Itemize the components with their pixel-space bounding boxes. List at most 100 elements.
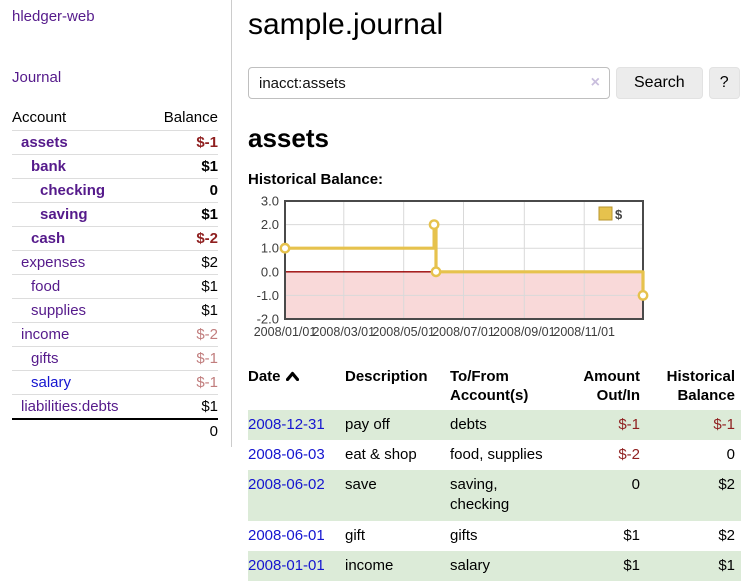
register-header-label: Historical Balance	[666, 368, 735, 404]
account-row: cash $-2	[12, 226, 218, 251]
transaction-date-link[interactable]: 2008-01-01	[248, 556, 325, 574]
account-link-assets[interactable]: assets	[21, 134, 68, 151]
transaction-date-link[interactable]: 2008-06-02	[248, 476, 325, 493]
account-link-saving[interactable]: saving	[40, 206, 88, 223]
accounts-header-account: Account	[12, 109, 67, 126]
account-balance: $1	[148, 274, 218, 299]
account-link-checking[interactable]: checking	[40, 182, 106, 199]
register-header-label: Date	[248, 368, 281, 385]
account-balance: 0	[148, 178, 218, 203]
transaction-amount: $-1	[562, 409, 646, 440]
account-name-cell: assets	[12, 130, 149, 155]
account-link-income[interactable]: income	[21, 326, 70, 343]
transaction-row: 2008-12-31 pay off debts $-1 $-1	[248, 409, 741, 440]
accounts-header-row: Account Balance	[12, 106, 218, 131]
account-link-supplies[interactable]: supplies	[31, 302, 87, 319]
transaction-balance: $-1	[646, 409, 741, 440]
transaction-balance: $1	[646, 550, 741, 581]
account-link-liabilities-debts[interactable]: liabilities:debts	[21, 398, 119, 415]
account-balance: $-1	[148, 130, 218, 155]
accounts-total-value: 0	[148, 418, 218, 443]
nav-journal-link[interactable]: Journal	[12, 69, 62, 86]
account-name-cell: gifts	[12, 346, 149, 371]
svg-text:2008/09/01: 2008/09/01	[493, 325, 556, 339]
app-brand-link[interactable]: hledger-web	[12, 8, 95, 25]
svg-text:2008/05/01: 2008/05/01	[372, 325, 435, 339]
accounts-header-balance: Balance	[163, 109, 218, 126]
sort-ascending-icon	[285, 368, 299, 387]
svg-text:2008/11/01: 2008/11/01	[553, 325, 615, 339]
account-balance: $-2	[148, 322, 218, 347]
account-title: assets	[248, 123, 329, 153]
transaction-date-link[interactable]: 2008-12-31	[248, 415, 325, 433]
transaction-accounts: salary	[450, 550, 562, 581]
account-balance: $-1	[148, 346, 218, 371]
svg-text:$: $	[615, 207, 623, 222]
historical-balance-chart: 3.0 2.0 1.0 0.0 -1.0 -2.0 2008/01/01 2008/03/01…	[248, 194, 741, 350]
account-name-cell: liabilities:debts	[12, 394, 149, 419]
accounts-table: Account Balance assets $-1 bank $1 checking 0…	[12, 106, 218, 443]
account-link-cash[interactable]: cash	[31, 230, 66, 247]
svg-text:-1.0: -1.0	[257, 288, 279, 303]
account-name-cell: income	[12, 322, 149, 347]
account-name-cell: bank	[12, 154, 149, 179]
transaction-amount: 0	[562, 470, 646, 521]
transaction-row: 2008-06-03 eat & shop food, supplies $-2 0	[248, 440, 741, 470]
account-balance: $-2	[148, 226, 218, 251]
search-input[interactable]	[249, 68, 609, 98]
register-header-date[interactable]: Date	[248, 364, 345, 410]
account-balance: $1	[148, 394, 218, 419]
svg-text:2.0: 2.0	[261, 217, 279, 232]
transaction-description: eat & shop	[345, 445, 417, 463]
register-header-historical-balance[interactable]: Historical Balance	[646, 364, 741, 410]
svg-text:2008/07/01: 2008/07/01	[432, 325, 495, 339]
transaction-amount: $-2	[618, 445, 640, 463]
account-row: bank $1	[12, 154, 218, 179]
register-header-description[interactable]: Description	[345, 364, 450, 410]
clear-search-icon[interactable]: ×	[590, 74, 600, 91]
account-balance: $-1	[148, 370, 218, 395]
search-bar: × Search ?	[248, 67, 741, 99]
transaction-amount: $1	[562, 550, 646, 581]
transaction-date-cell: 2008-12-31	[248, 409, 345, 440]
account-link-bank[interactable]: bank	[31, 158, 67, 175]
account-row: gifts $-1	[12, 346, 218, 371]
account-name-cell: checking	[12, 178, 149, 203]
search-box: ×	[248, 67, 610, 99]
transaction-row: 2008-01-01 income salary $1 $1	[248, 550, 741, 581]
svg-text:2008/01/01: 2008/01/01	[254, 325, 317, 339]
transaction-row: 2008-06-02 save saving, checking 0 $2	[248, 470, 741, 521]
account-name-cell: expenses	[12, 250, 149, 275]
account-link-food[interactable]: food	[31, 278, 61, 295]
transaction-row: 2008-06-01 gift gifts $1 $2	[248, 521, 741, 551]
account-link-expenses[interactable]: expenses	[21, 254, 86, 271]
main-content: sample.journal × Search ? assets Histori…	[232, 0, 742, 581]
account-row: salary $-1	[12, 370, 218, 395]
transaction-accounts: gifts	[450, 526, 478, 544]
search-button[interactable]: Search	[616, 67, 703, 99]
transaction-date-link[interactable]: 2008-06-03	[248, 445, 325, 463]
svg-text:0.0: 0.0	[261, 264, 279, 279]
account-name-cell: supplies	[12, 298, 149, 323]
register-header-label: Amount Out/In	[583, 368, 640, 404]
accounts-total-spacer	[12, 418, 149, 443]
svg-text:2008/03/01: 2008/03/01	[313, 325, 376, 339]
transaction-description: income	[345, 550, 450, 581]
account-name-cell: salary	[12, 370, 149, 395]
account-row: checking 0	[12, 178, 218, 203]
account-link-salary[interactable]: salary	[31, 374, 72, 391]
svg-text:3.0: 3.0	[261, 196, 279, 209]
account-link-gifts[interactable]: gifts	[31, 350, 59, 367]
account-name-cell: food	[12, 274, 149, 299]
transaction-date-link[interactable]: 2008-06-01	[248, 526, 325, 544]
transaction-description: gift	[345, 526, 366, 544]
account-row: income $-2	[12, 322, 218, 347]
help-button[interactable]: ?	[708, 67, 740, 99]
transaction-amount: $1	[623, 526, 640, 544]
svg-text:-2.0: -2.0	[257, 312, 279, 327]
transaction-accounts: debts	[450, 409, 562, 440]
register-header-amount-out-in[interactable]: Amount Out/In	[562, 364, 646, 410]
register-header-to-from-account-s-[interactable]: To/From Account(s)	[450, 364, 562, 410]
transaction-date-cell: 2008-06-02	[248, 470, 345, 521]
